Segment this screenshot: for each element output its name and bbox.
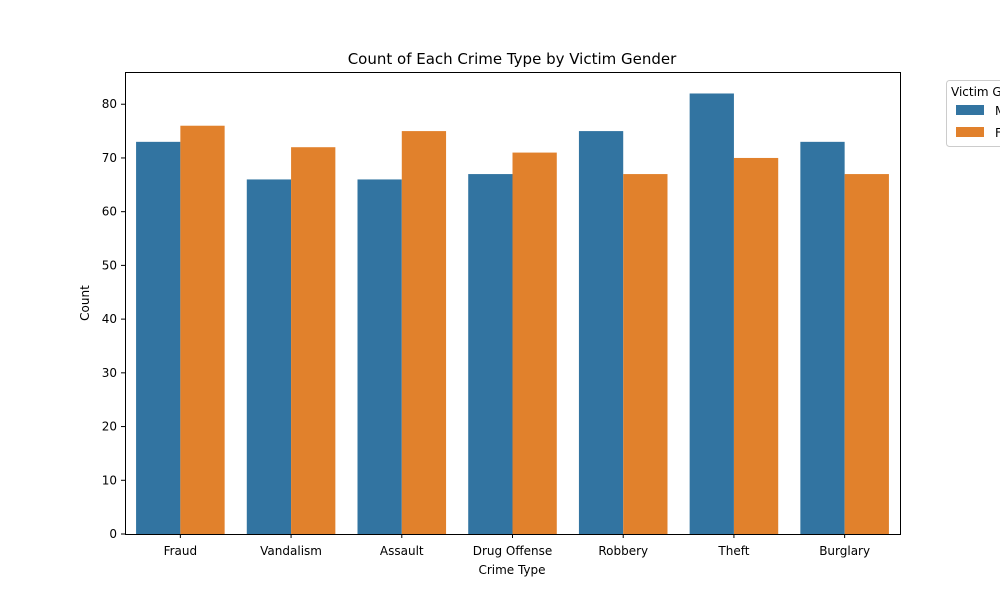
y-tick-label: 70 (102, 151, 117, 165)
bar-male-robbery (578, 131, 624, 534)
y-tick-label: 0 (109, 527, 117, 541)
legend: Victim Gender Male Female (946, 80, 1000, 147)
legend-label-male: Male (995, 104, 1000, 118)
y-axis-ticks: 0 10 20 30 40 50 60 70 80 (102, 97, 125, 541)
legend-label-female: Female (995, 126, 1000, 140)
y-axis-label: Count (78, 285, 92, 321)
bar-male-theft (689, 93, 734, 534)
y-tick-label: 20 (102, 420, 117, 434)
bars-group (136, 93, 889, 535)
bar-male-vandalism (246, 179, 292, 534)
x-tick-label: Burglary (819, 544, 870, 558)
bar-female-drug-offense (512, 152, 557, 534)
y-tick-label: 10 (102, 473, 117, 487)
bar-female-theft (733, 157, 779, 534)
x-tick-label: Vandalism (260, 544, 322, 558)
legend-title: Victim Gender (951, 85, 1000, 99)
x-axis-ticks: Fraud Vandalism Assault Drug Offense Robbery… (164, 534, 870, 558)
y-tick-label: 30 (102, 366, 117, 380)
plot-frame (125, 72, 901, 535)
y-tick-label: 80 (102, 97, 117, 111)
bar-female-burglary (844, 174, 889, 534)
y-tick-label: 60 (102, 205, 117, 219)
x-tick-label: Theft (717, 544, 749, 558)
x-tick-label: Drug Offense (473, 544, 553, 558)
legend-swatch-female (956, 127, 984, 137)
bar-female-assault (401, 131, 447, 534)
legend-swatch-male (956, 105, 984, 115)
x-tick-label: Fraud (164, 544, 198, 558)
x-tick-label: Assault (380, 544, 424, 558)
y-tick-label: 50 (102, 258, 117, 272)
bar-male-assault (357, 179, 402, 534)
bar-male-drug-offense (468, 174, 513, 534)
x-axis-label: Crime Type (478, 563, 545, 577)
y-tick-label: 40 (102, 312, 117, 326)
bar-male-burglary (800, 141, 845, 534)
x-tick-label: Robbery (598, 544, 648, 558)
chart-title: Count of Each Crime Type by Victim Gende… (348, 50, 677, 68)
bar-female-vandalism (291, 147, 336, 535)
bar-female-robbery (623, 174, 668, 534)
bar-male-fraud (136, 141, 181, 534)
bar-female-fraud (180, 125, 225, 534)
